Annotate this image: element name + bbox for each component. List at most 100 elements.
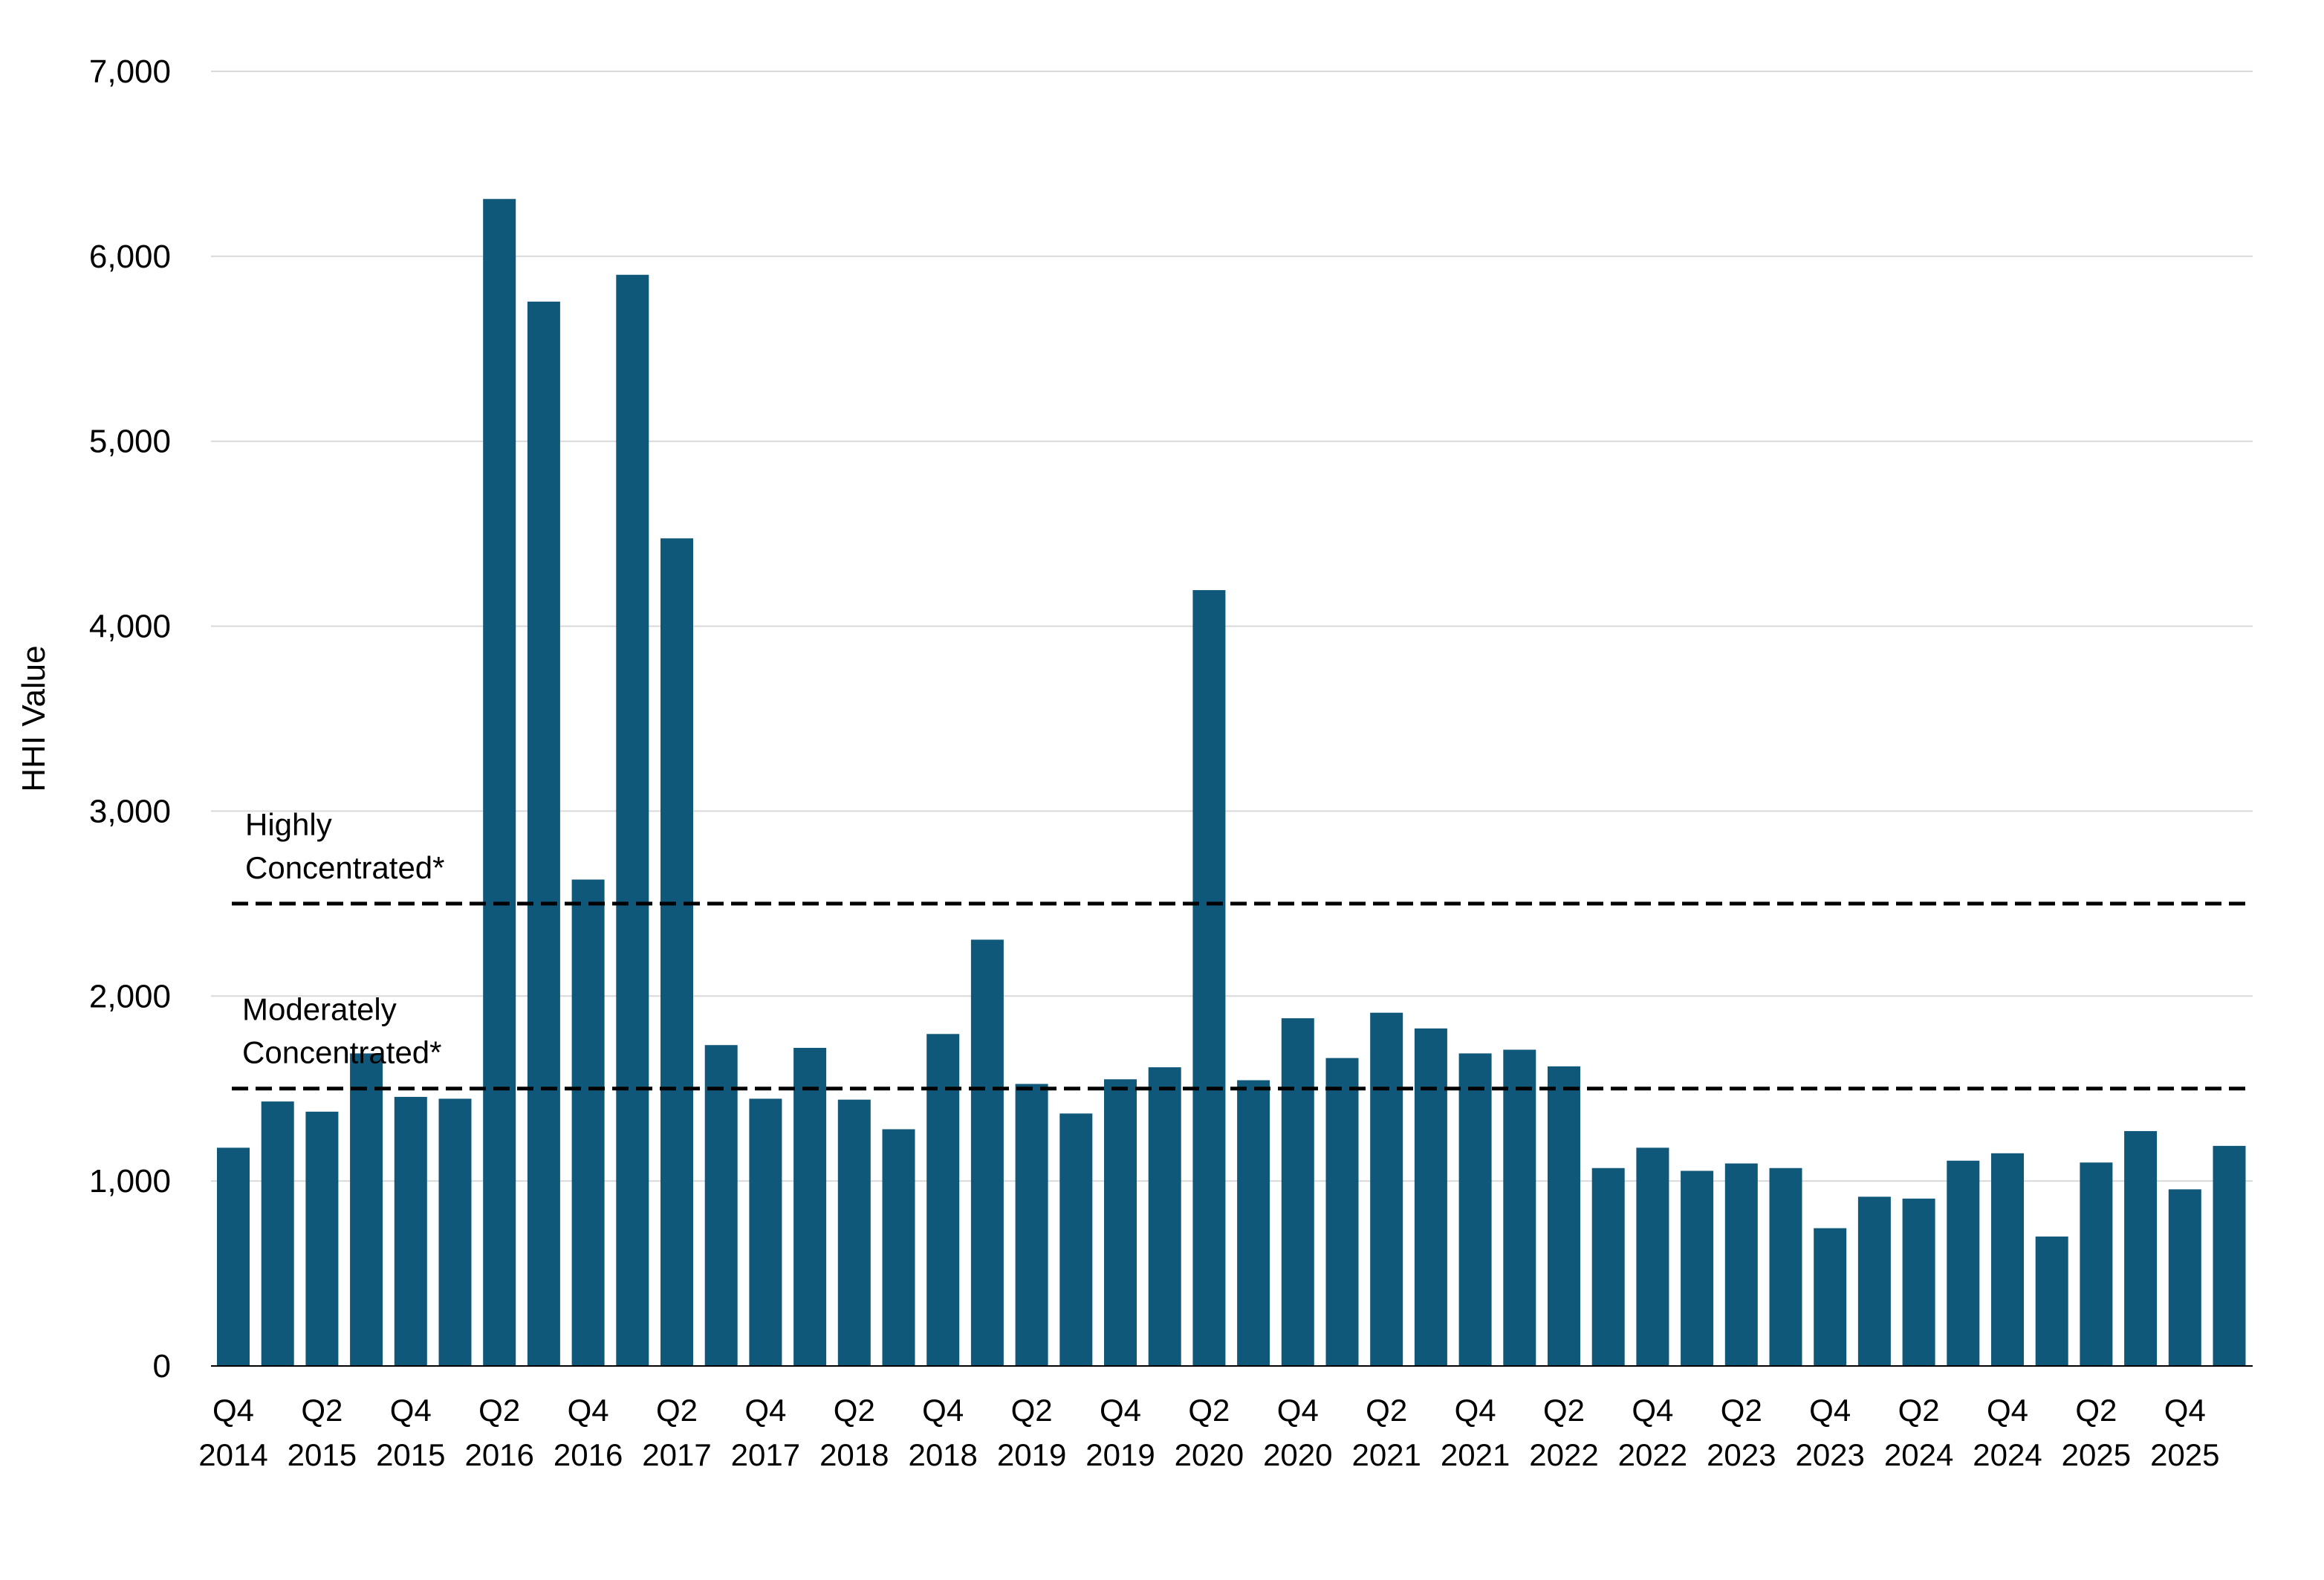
bar-q2-2017 [660,538,693,1366]
bar-q3-2018 [882,1129,915,1366]
bar-q1-2021 [1325,1058,1359,1366]
bar-q4-2017 [749,1098,782,1366]
x-tick-year: 2014 [198,1437,267,1472]
x-tick-year: 2017 [642,1437,711,1472]
x-tick-quarter: Q4 [568,1393,609,1428]
bar-q4-2014 [217,1147,250,1366]
gridlines [211,71,2253,1182]
x-tick-quarter: Q2 [1011,1393,1053,1428]
x-tick-year: 2024 [1973,1437,2042,1472]
bar-q4-2018 [926,1034,960,1366]
x-axis-ticks: Q4 2014 Q2 2015 Q4 2015 Q2 2016 Q4 2016 Q2 2017 Q4 20… [198,1393,2219,1472]
bar-q4-2020 [1281,1018,1314,1366]
x-tick-quarter: Q4 [1455,1393,1496,1428]
bar-q1-2020 [1148,1067,1181,1366]
x-tick-year: 2021 [1351,1437,1421,1472]
x-tick-year: 2022 [1529,1437,1598,1472]
bar-q4-2024 [1991,1153,2024,1366]
bar-q1-2025 [2035,1236,2068,1366]
reference-label-line1: Moderately [242,992,397,1027]
bar-q2-2015 [305,1111,339,1366]
bar-q1-2024 [1857,1197,1891,1366]
x-tick-quarter: Q2 [1898,1393,1940,1428]
x-tick-year: 2016 [464,1437,533,1472]
bar-q4-2023 [1814,1228,1847,1366]
bar-q3-2019 [1059,1113,1093,1366]
x-tick-quarter: Q4 [1100,1393,1141,1428]
x-tick-quarter: Q2 [301,1393,343,1428]
bar-q2-2024 [1902,1198,1935,1366]
x-tick-quarter: Q2 [834,1393,875,1428]
x-tick-year: 2018 [819,1437,889,1472]
y-tick-label: 0 [153,1348,171,1385]
bar-q1-2022 [1503,1049,1536,1366]
x-tick-quarter: Q4 [1277,1393,1319,1428]
bar-q4-2022 [1636,1147,1669,1366]
x-tick-year: 2022 [1618,1437,1687,1472]
x-tick-quarter: Q2 [656,1393,698,1428]
x-tick-quarter: Q2 [478,1393,520,1428]
x-tick-year: 2021 [1441,1437,1510,1472]
bar-q2-2023 [1724,1163,1758,1366]
x-tick-year: 2025 [2062,1437,2131,1472]
bar-q4-2016 [571,879,605,1366]
x-tick-year: 2018 [908,1437,977,1472]
x-tick-year: 2023 [1795,1437,1864,1472]
x-tick-quarter: Q4 [390,1393,432,1428]
bar-q2-2020 [1192,590,1226,1366]
x-tick-year: 2019 [997,1437,1066,1472]
bar-q4-2025 [2168,1189,2201,1366]
x-tick-quarter: Q2 [1543,1393,1585,1428]
bars [217,198,2246,1366]
x-tick-year: 2024 [1884,1437,1953,1472]
bar-q2-2018 [837,1099,871,1366]
y-tick-label: 2,000 [89,978,171,1014]
bar-q4-2021 [1458,1053,1492,1366]
x-tick-quarter: Q2 [1366,1393,1407,1428]
bar-q1-2016 [438,1098,472,1366]
x-tick-year: 2020 [1263,1437,1332,1472]
x-tick-year: 2020 [1175,1437,1244,1472]
bar-q2-2025 [2080,1162,2113,1366]
y-tick-label: 1,000 [89,1163,171,1199]
bar-q1-2017 [616,274,649,1366]
bar-q2-2016 [483,198,516,1366]
bar-q1-2018 [793,1047,827,1366]
y-axis-ticks: 0 1,000 2,000 3,000 4,000 5,000 6,000 7,000 [89,54,171,1385]
y-axis-label: HHI Value [16,645,52,791]
bar-q3-2024 [1947,1160,1980,1366]
bar-q2-2019 [1015,1084,1048,1366]
y-tick-label: 7,000 [89,54,171,90]
reference-label-line2: Concentrated* [245,850,445,885]
bar-q3-2015 [350,1053,383,1366]
x-tick-year: 2023 [1707,1437,1776,1472]
x-tick-quarter: Q2 [2075,1393,2117,1428]
x-tick-quarter: Q4 [922,1393,964,1428]
reference-label-line2: Concentrated* [242,1035,442,1070]
bar-q3-2017 [704,1045,738,1366]
bar-q2-2022 [1548,1066,1580,1366]
bar-q3-2016 [527,301,560,1366]
bar-q2-2021 [1370,1012,1403,1366]
bar-q3-2023 [1769,1168,1802,1366]
x-tick-quarter: Q4 [744,1393,786,1428]
x-tick-quarter: Q4 [1632,1393,1673,1428]
x-tick-year: 2017 [731,1437,800,1472]
x-tick-year: 2015 [376,1437,445,1472]
x-tick-year: 2019 [1085,1437,1155,1472]
bar-q3-2021 [1414,1028,1447,1366]
x-tick-quarter: Q2 [1188,1393,1230,1428]
x-tick-quarter: Q4 [212,1393,254,1428]
bar-q1-2023 [1681,1171,1714,1366]
bar-q4-2015 [394,1096,427,1366]
y-tick-label: 3,000 [89,793,171,829]
x-tick-year: 2016 [554,1437,623,1472]
y-tick-label: 6,000 [89,239,171,275]
y-tick-label: 4,000 [89,609,171,645]
bar-q3-2022 [1591,1168,1625,1366]
x-tick-year: 2025 [2150,1437,2219,1472]
bar-q1-2026 [2213,1145,2246,1366]
x-tick-quarter: Q4 [1809,1393,1851,1428]
bar-q1-2019 [970,939,1004,1366]
